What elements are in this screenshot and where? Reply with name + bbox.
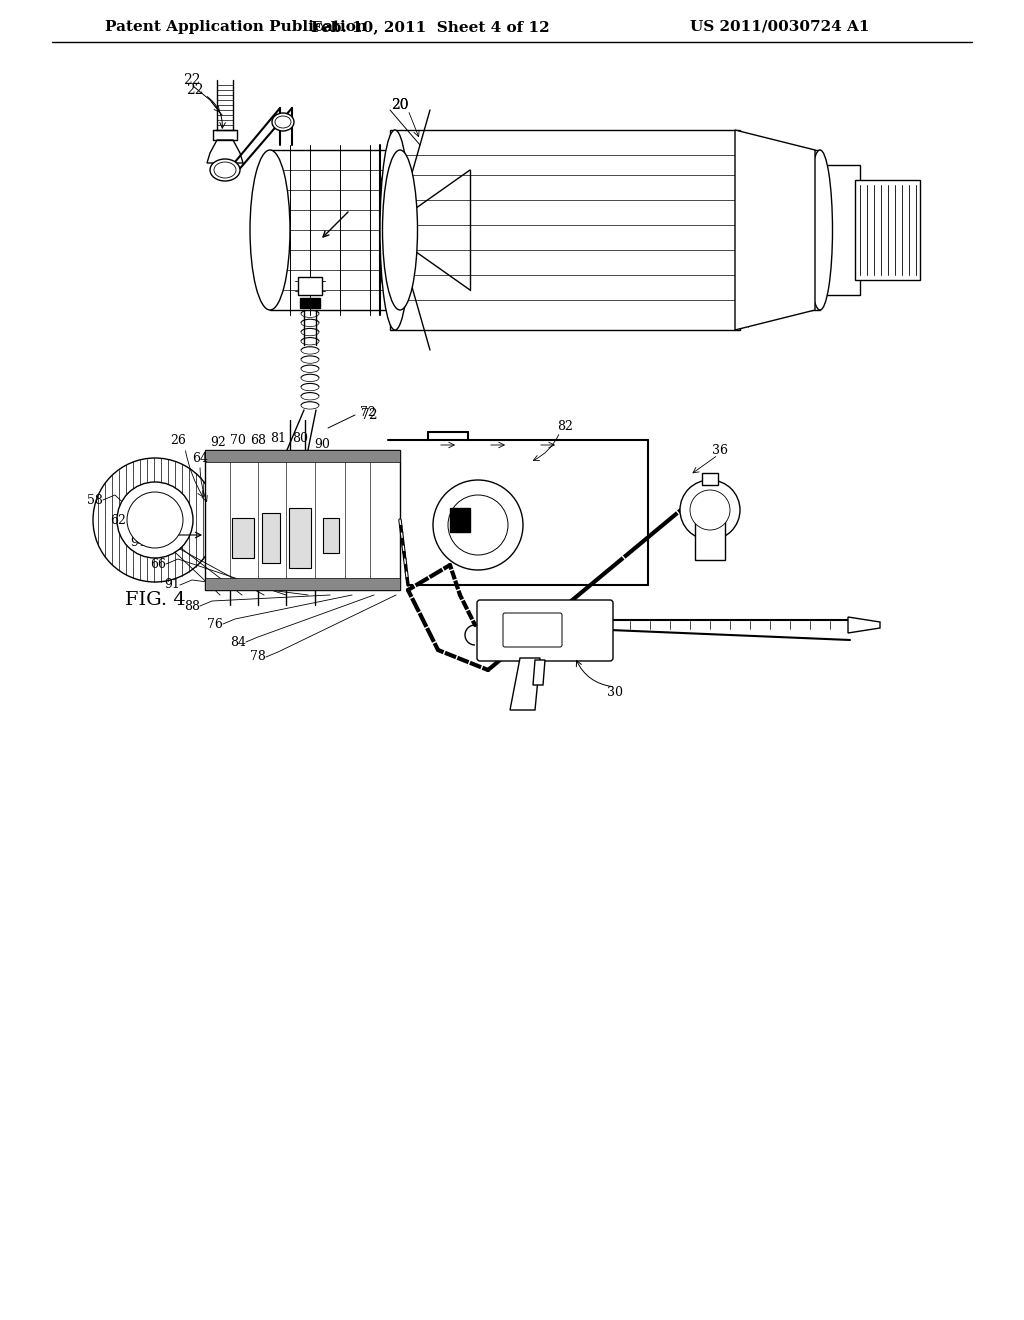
Text: 80: 80 bbox=[292, 432, 308, 445]
Text: 72: 72 bbox=[360, 405, 376, 418]
Circle shape bbox=[433, 480, 523, 570]
Text: 78: 78 bbox=[250, 651, 266, 664]
Ellipse shape bbox=[272, 114, 294, 131]
Bar bbox=[205, 578, 400, 590]
Text: Feb. 10, 2011  Sheet 4 of 12: Feb. 10, 2011 Sheet 4 of 12 bbox=[310, 20, 549, 34]
Text: 72: 72 bbox=[361, 408, 379, 422]
Ellipse shape bbox=[250, 150, 290, 310]
Text: 81: 81 bbox=[270, 432, 286, 445]
Text: 91: 91 bbox=[164, 578, 180, 591]
Bar bbox=[289, 508, 311, 568]
Text: 94: 94 bbox=[130, 536, 146, 549]
Text: 90: 90 bbox=[314, 438, 330, 451]
Polygon shape bbox=[534, 660, 545, 685]
Text: 62: 62 bbox=[110, 513, 126, 527]
Bar bbox=[300, 298, 319, 308]
Text: 82: 82 bbox=[557, 421, 573, 433]
Ellipse shape bbox=[690, 490, 730, 531]
Text: 20: 20 bbox=[391, 98, 409, 112]
Text: 92: 92 bbox=[210, 436, 226, 449]
Polygon shape bbox=[207, 140, 243, 162]
Circle shape bbox=[93, 458, 217, 582]
Bar bbox=[820, 165, 860, 294]
Text: 76: 76 bbox=[207, 618, 223, 631]
Text: FIG. 4: FIG. 4 bbox=[125, 591, 185, 609]
Text: 36: 36 bbox=[712, 444, 728, 457]
Bar bbox=[270, 150, 400, 310]
Text: 20: 20 bbox=[391, 98, 409, 112]
Text: 66: 66 bbox=[150, 557, 166, 570]
Text: 58: 58 bbox=[87, 494, 103, 507]
Bar bbox=[262, 513, 280, 564]
Bar bbox=[855, 180, 920, 280]
FancyBboxPatch shape bbox=[503, 612, 562, 647]
Polygon shape bbox=[848, 616, 880, 634]
Bar bbox=[323, 517, 339, 553]
Ellipse shape bbox=[214, 162, 236, 178]
Text: 64: 64 bbox=[193, 451, 208, 465]
Ellipse shape bbox=[808, 150, 833, 310]
Ellipse shape bbox=[383, 150, 418, 310]
Text: 26: 26 bbox=[170, 433, 186, 446]
Polygon shape bbox=[735, 129, 815, 330]
Circle shape bbox=[449, 495, 508, 554]
Text: 84: 84 bbox=[230, 635, 246, 648]
FancyBboxPatch shape bbox=[477, 601, 613, 661]
Bar bbox=[740, 150, 820, 310]
Bar bbox=[390, 129, 740, 330]
Bar bbox=[232, 517, 254, 558]
Text: 68: 68 bbox=[250, 433, 266, 446]
Text: 22: 22 bbox=[186, 83, 204, 96]
Text: 30: 30 bbox=[607, 685, 623, 698]
Text: US 2011/0030724 A1: US 2011/0030724 A1 bbox=[690, 20, 869, 34]
Circle shape bbox=[117, 482, 193, 558]
Circle shape bbox=[127, 492, 183, 548]
Text: 70: 70 bbox=[230, 433, 246, 446]
Text: 88: 88 bbox=[184, 599, 200, 612]
Polygon shape bbox=[510, 657, 540, 710]
Ellipse shape bbox=[275, 116, 291, 128]
Bar bbox=[298, 277, 322, 294]
Text: Patent Application Publication: Patent Application Publication bbox=[105, 20, 367, 34]
Bar bbox=[450, 508, 470, 532]
Bar bbox=[695, 510, 725, 560]
Text: 22: 22 bbox=[183, 73, 201, 87]
Bar bbox=[205, 450, 400, 590]
Bar bbox=[205, 450, 400, 462]
Bar bbox=[702, 473, 718, 484]
Ellipse shape bbox=[380, 129, 410, 330]
Ellipse shape bbox=[210, 158, 240, 181]
Ellipse shape bbox=[680, 480, 740, 540]
